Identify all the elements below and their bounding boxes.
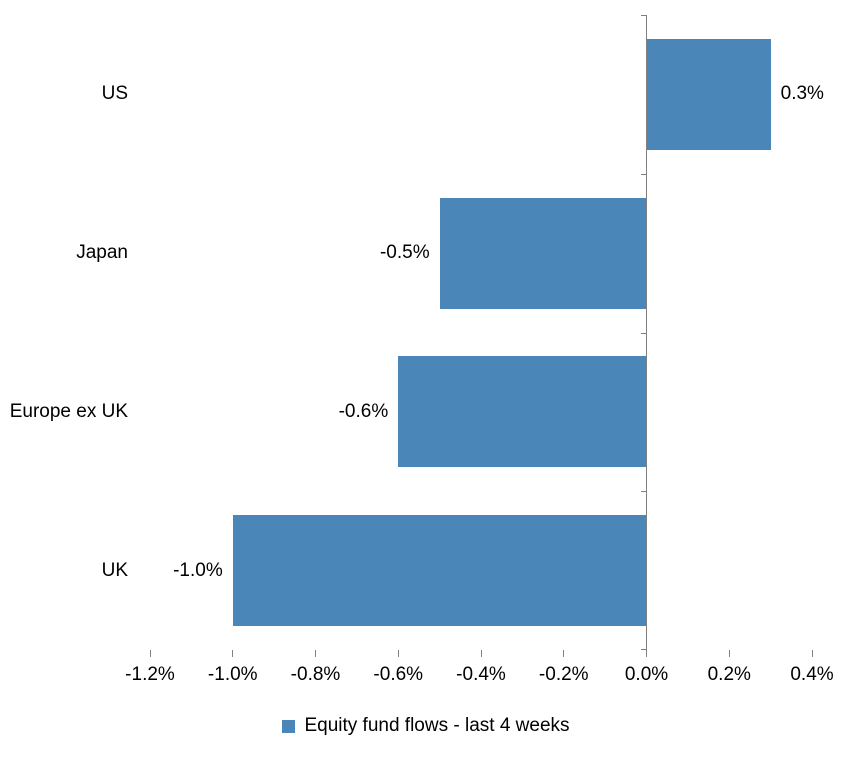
legend-label: Equity fund flows - last 4 weeks [304,715,570,736]
x-axis-tick [480,650,482,657]
zero-axis-line [646,15,647,650]
x-tick-label: 0.4% [790,664,834,685]
x-axis-tick [232,650,234,657]
category-label: Japan [76,242,128,264]
category-axis-tick [640,173,647,175]
x-axis-tick [646,650,647,657]
data-label: 0.3% [780,83,824,105]
legend: Equity fund flows - last 4 weeks [0,712,852,740]
x-axis-tick [563,650,565,657]
x-axis-tick [811,650,813,657]
category-axis-tick [640,649,647,650]
category-label: UK [101,559,128,581]
category-axis-tick [640,491,647,493]
data-label: -1.0% [173,559,223,581]
x-tick-label: -0.4% [456,664,506,685]
legend-swatch [282,719,296,733]
data-label: -0.5% [379,242,430,264]
bar-us [646,38,771,150]
x-axis-tick [315,650,316,657]
category-label: US [101,83,128,105]
category-axis-tick [640,15,647,16]
x-axis-tick [397,650,399,657]
bar-europe-ex-uk [398,356,647,468]
bar-japan [439,197,647,309]
x-tick-label: 0.0% [624,664,669,685]
x-tick-label: -0.8% [290,664,341,685]
x-tick-label: -1.2% [125,664,175,685]
category-axis-tick [640,332,647,334]
x-tick-label: -0.6% [373,664,424,685]
category-label: Europe ex UK [9,400,128,422]
bar-uk [232,515,647,627]
data-label: -0.6% [338,400,389,422]
x-tick-label: -0.2% [538,664,589,685]
x-axis-tick [728,650,730,657]
x-axis-tick [149,650,151,657]
x-tick-label: -1.0% [207,664,258,685]
x-tick-label: 0.2% [707,664,751,685]
